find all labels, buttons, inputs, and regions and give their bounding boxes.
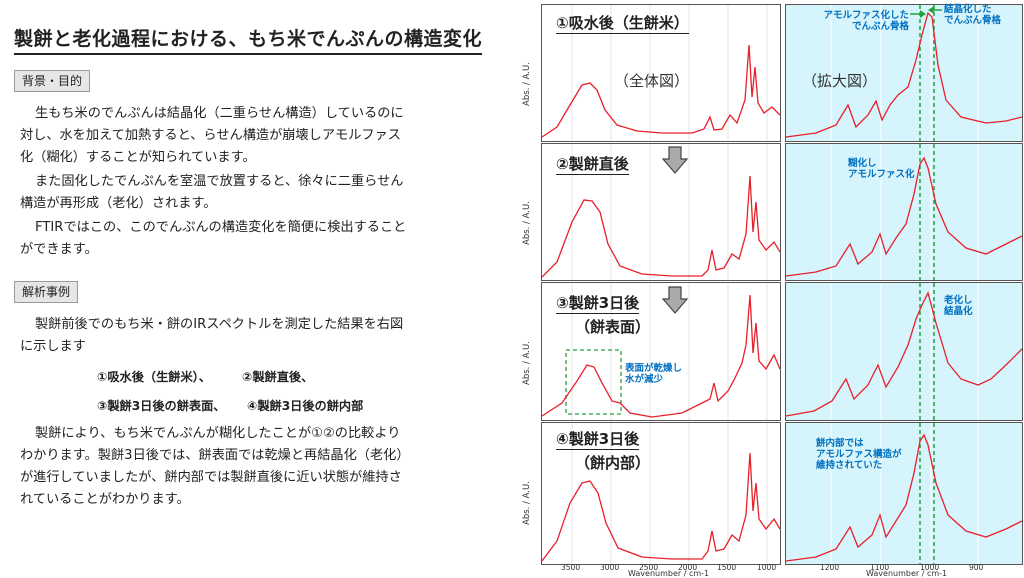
tick-label: 3000 bbox=[600, 563, 620, 572]
spectrum-zoom-4 bbox=[786, 423, 1022, 564]
annotation-crystal-skeleton: 結晶化した でんぷん骨格 bbox=[944, 4, 1002, 26]
tick-label: 1100 bbox=[870, 563, 890, 572]
spectrum-overview-3 bbox=[542, 283, 780, 420]
y-axis-label-2: Abs. / A.U. bbox=[522, 201, 532, 245]
panel-1-label: ①吸水後（生餅米） bbox=[556, 14, 689, 34]
tick-label: 900 bbox=[969, 563, 984, 572]
y-axis-label-3: Abs. / A.U. bbox=[522, 341, 532, 385]
panel-2-label: ②製餅直後 bbox=[556, 155, 629, 175]
down-arrow-icon bbox=[662, 286, 688, 314]
spectrum-zoom-3 bbox=[786, 283, 1022, 420]
y-axis-label-4: Abs. / A.U. bbox=[522, 481, 532, 525]
overview-label: （全体図） bbox=[614, 72, 690, 90]
zoom-panel-1 bbox=[785, 4, 1023, 142]
down-arrow-icon bbox=[662, 146, 688, 174]
paragraph-background-1: 生もち米のでんぷんは結晶化（二重らせん構造）しているのに対し、水を加えて加熱する… bbox=[20, 106, 404, 165]
spectrum-overview-2 bbox=[542, 144, 780, 280]
tick-label: 1500 bbox=[717, 563, 737, 572]
spectrum-overview-1 bbox=[542, 5, 780, 141]
spectrum-zoom-1 bbox=[786, 5, 1022, 141]
page-title: 製餅と老化過程における、もち米でんぷんの構造変化 bbox=[14, 24, 483, 55]
paragraph-background-3: FTIRではこの、このでんぷんの構造変化を簡便に検出することができます。 bbox=[20, 220, 407, 257]
zoom-panel-2 bbox=[785, 143, 1023, 281]
x-axis-label-right: Wavenumber / cm-1 bbox=[866, 569, 948, 578]
paragraph-analysis-2: 製餅により、もち米でんぷんが糊化したことが①②の比較よりわかります。製餅3日後で… bbox=[20, 426, 410, 507]
annotation-amorphous-skeleton: アモルファス化した でんぷん骨格 bbox=[823, 10, 909, 32]
panel-4-label: ④製餅3日後 bbox=[556, 430, 640, 450]
section-tag-background: 背景・目的 bbox=[14, 70, 91, 92]
tick-label: 1200 bbox=[820, 563, 840, 572]
zoom-panel-3 bbox=[785, 282, 1023, 421]
overview-panel-4 bbox=[541, 422, 781, 565]
overview-panel-3 bbox=[541, 282, 781, 421]
panel-3-label: ③製餅3日後 bbox=[556, 294, 640, 314]
y-axis-label-1: Abs. / A.U. bbox=[522, 62, 532, 106]
annotation-dry: 表面が乾燥し 水が減少 bbox=[625, 363, 683, 385]
annotation-gelatinized: 糊化し アモルファス化 bbox=[848, 158, 915, 180]
annotation-arrows bbox=[910, 6, 942, 18]
sample-1-label: ①吸水後（生餅米）、 bbox=[97, 370, 211, 384]
zoom-label: （拡大図） bbox=[802, 72, 878, 90]
overview-panel-1 bbox=[541, 4, 781, 142]
tick-label: 1000 bbox=[920, 563, 940, 572]
panel-4-sublabel: （餅内部） bbox=[575, 454, 651, 472]
tick-label: 2500 bbox=[639, 563, 659, 572]
section-tag-analysis: 解析事例 bbox=[14, 281, 79, 303]
overview-panel-2 bbox=[541, 143, 781, 281]
tick-label: 1000 bbox=[757, 563, 777, 572]
annotation-retro: 老化し 結晶化 bbox=[944, 295, 973, 317]
sample-2-label: ②製餅直後、 bbox=[242, 370, 314, 384]
tick-label: 3500 bbox=[561, 563, 581, 572]
tick-label: 2000 bbox=[678, 563, 698, 572]
zoom-panel-4 bbox=[785, 422, 1023, 565]
paragraph-analysis-1: 製餅前後でのもち米・餅のIRスペクトルを測定した結果を右図に示します bbox=[20, 317, 404, 354]
panel-3-sublabel: （餅表面） bbox=[575, 318, 651, 336]
paragraph-background-2: また固化したでんぷんを室温で放置すると、徐々に二重らせん構造が再形成（老化）され… bbox=[20, 174, 404, 211]
sample-3-label: ③製餅3日後の餅表面、 bbox=[97, 399, 226, 413]
sample-4-label: ④製餅3日後の餅内部 bbox=[247, 399, 364, 413]
x-axis-label-left: Wavenumber / cm-1 bbox=[628, 569, 710, 578]
spectrum-zoom-2 bbox=[786, 144, 1022, 280]
annotation-inner: 餅内部では アモルファス構造が 維持されていた bbox=[816, 438, 902, 471]
spectrum-overview-4 bbox=[542, 423, 780, 564]
